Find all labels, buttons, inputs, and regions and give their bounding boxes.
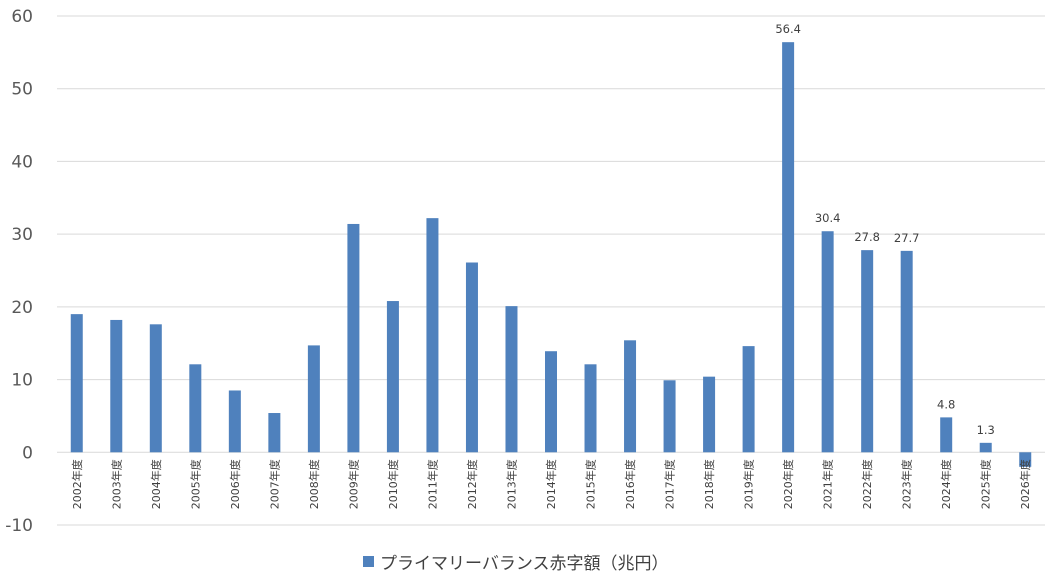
bar	[979, 442, 992, 453]
bar	[307, 345, 320, 453]
legend-label: プライマリーバランス赤字額（兆円）	[380, 554, 669, 574]
y-tick-label: 50	[11, 80, 33, 100]
x-tick-label: 2009年度	[346, 459, 360, 509]
x-axis-ticks: 2002年度 2003年度 2004年度 2005年度 2006年度 2007年度 2008…	[70, 459, 1032, 509]
x-tick-label: 2011年度	[425, 459, 439, 509]
y-tick-label: -10	[5, 516, 33, 536]
bar	[505, 306, 518, 453]
x-tick-label: 2018年度	[702, 459, 716, 509]
x-tick-label: 2019年度	[742, 459, 756, 509]
x-tick-label: 2015年度	[584, 459, 598, 509]
bar	[386, 301, 399, 453]
bar	[861, 250, 874, 453]
data-labels: 56.4 30.4 27.8 27.7 4.8 1.3	[775, 22, 995, 437]
y-tick-label: 40	[11, 152, 33, 172]
data-label: 27.8	[854, 230, 880, 244]
bar	[821, 231, 834, 453]
bar	[624, 340, 637, 453]
legend: プライマリーバランス赤字額（兆円）	[363, 554, 669, 574]
x-tick-label: 2004年度	[149, 459, 163, 509]
x-tick-label: 2016年度	[623, 459, 637, 509]
bar	[189, 364, 202, 453]
bar	[545, 351, 557, 453]
y-tick-label: 10	[11, 371, 33, 391]
x-tick-label: 2008年度	[307, 459, 321, 509]
x-tick-label: 2021年度	[821, 459, 835, 509]
bar	[742, 346, 755, 453]
y-tick-label: 60	[11, 7, 33, 27]
x-tick-label: 2006年度	[228, 459, 242, 509]
bars	[70, 42, 1032, 467]
y-tick-label: 30	[11, 225, 33, 245]
bar	[703, 376, 716, 453]
data-label: 30.4	[815, 211, 841, 225]
data-label: 56.4	[775, 22, 801, 36]
x-tick-label: 2017年度	[663, 459, 677, 509]
y-axis-ticks: 60 50 40 30 20 10 0 -10	[5, 7, 33, 536]
x-tick-label: 2002年度	[70, 459, 84, 509]
x-tick-label: 2005年度	[188, 459, 202, 509]
bar	[70, 314, 83, 453]
x-tick-label: 2003年度	[109, 459, 123, 509]
x-tick-label: 2020年度	[781, 459, 795, 509]
x-tick-label: 2007年度	[267, 459, 281, 509]
x-tick-label: 2026年度	[1018, 459, 1032, 509]
x-tick-label: 2010年度	[386, 459, 400, 509]
bar	[782, 42, 795, 453]
bar	[110, 319, 123, 453]
data-label: 4.8	[937, 397, 955, 411]
data-label: 1.3	[977, 423, 995, 437]
legend-swatch	[363, 556, 374, 567]
bar	[900, 250, 913, 453]
bar	[663, 380, 676, 453]
bar	[426, 218, 439, 453]
bar	[347, 223, 360, 453]
y-tick-label: 0	[22, 443, 33, 463]
bar	[465, 262, 478, 453]
x-tick-label: 2023年度	[900, 459, 914, 509]
x-tick-label: 2013年度	[504, 459, 518, 509]
bar	[228, 390, 241, 453]
bar	[584, 364, 597, 453]
bar	[268, 413, 281, 453]
y-tick-label: 20	[11, 298, 33, 318]
x-tick-label: 2012年度	[465, 459, 479, 509]
x-tick-label: 2024年度	[939, 459, 953, 509]
x-tick-label: 2022年度	[860, 459, 874, 509]
x-tick-label: 2025年度	[979, 459, 993, 509]
bar	[940, 417, 953, 453]
x-tick-label: 2014年度	[544, 459, 558, 509]
bar	[149, 324, 162, 453]
bar	[1019, 452, 1032, 467]
data-label: 27.7	[894, 231, 920, 245]
